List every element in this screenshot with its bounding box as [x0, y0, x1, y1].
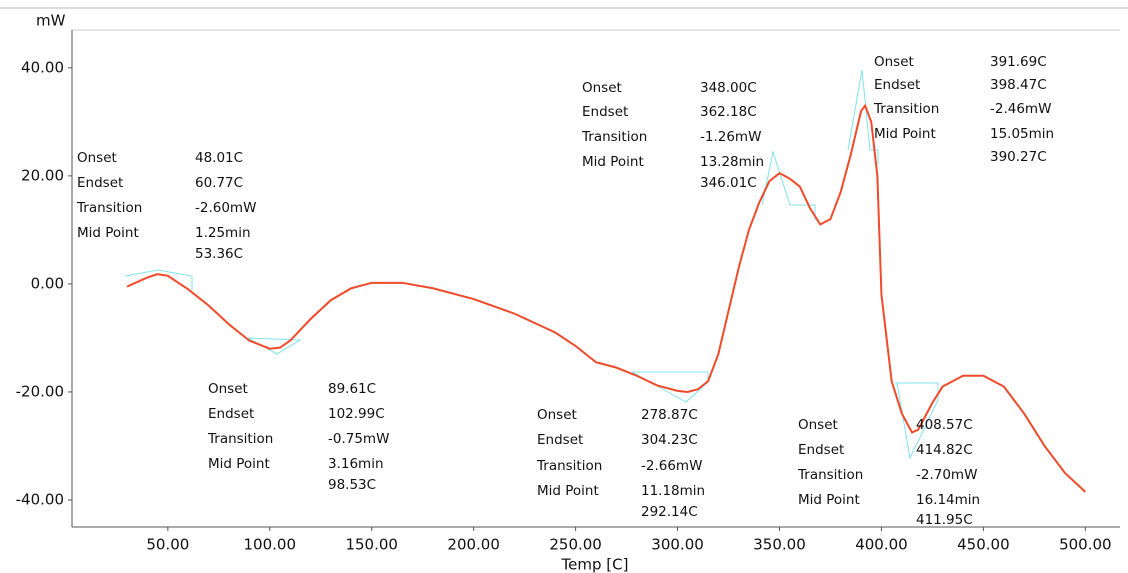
annotation-label: Endset — [208, 406, 254, 422]
annotation-extra: 98.53C — [328, 477, 376, 493]
annotation-value: 348.00C — [700, 80, 757, 96]
construction-line — [761, 150, 816, 220]
data-line — [126, 103, 1087, 493]
annotation-value: 48.01C — [195, 150, 243, 166]
annotation-value: 408.57C — [916, 417, 973, 433]
annotation-label: Endset — [537, 432, 583, 448]
annotation-label: Endset — [874, 77, 920, 93]
annotation-value: -0.75mW — [328, 431, 389, 447]
construction-line — [247, 337, 302, 355]
annotation-extra: 53.36C — [195, 246, 243, 262]
annotation-label: Endset — [798, 442, 844, 458]
x-axis-label: Temp [C] — [561, 556, 629, 573]
annotation-label: Onset — [208, 381, 248, 397]
annotation-value: 362.18C — [700, 104, 757, 120]
x-tick-label: 200.00 — [447, 536, 500, 554]
annotation-value: 13.28min — [700, 154, 764, 170]
construction-lines — [124, 69, 939, 460]
construction-line — [124, 269, 193, 290]
annotation-label: Transition — [581, 129, 647, 145]
annotation-value: -2.60mW — [195, 200, 256, 216]
annotation-value: 1.25min — [195, 225, 251, 241]
annotation-label: Onset — [798, 417, 838, 433]
annotation-label: Mid Point — [208, 456, 270, 472]
annotation-label: Endset — [77, 175, 123, 191]
x-tick-label: 150.00 — [345, 536, 398, 554]
annotation-label: Transition — [536, 458, 602, 474]
annotation-label: Mid Point — [537, 483, 599, 499]
y-tick-label: -20.00 — [16, 382, 64, 400]
annotation-label: Mid Point — [77, 225, 139, 241]
y-axis-label: mW — [36, 12, 66, 30]
annotation-extra: 292.14C — [641, 504, 698, 520]
annotation-label: Onset — [77, 150, 117, 166]
x-tick-label: 500.00 — [1059, 536, 1112, 554]
annotation-value: 3.16min — [328, 456, 384, 472]
y-tick-label: 40.00 — [21, 58, 64, 76]
y-tick-label: 0.00 — [31, 274, 64, 292]
annotation-extra: 346.01C — [700, 175, 757, 191]
annotation-value: -2.46mW — [990, 101, 1051, 117]
construction-line — [631, 371, 709, 403]
annotation-value: 398.47C — [990, 77, 1047, 93]
annotation-label: Mid Point — [582, 154, 644, 170]
x-tick-label: 300.00 — [651, 536, 704, 554]
annotation-label: Onset — [874, 54, 914, 70]
annotation-label: Transition — [873, 101, 939, 117]
annotation-extra: 411.95C — [916, 512, 973, 528]
x-tick-label: 50.00 — [146, 536, 189, 554]
annotation-value: 391.69C — [990, 54, 1047, 70]
y-tick-label: -40.00 — [16, 490, 64, 508]
x-tick-label: 250.00 — [549, 536, 602, 554]
annotation-value: 15.05min — [990, 126, 1054, 142]
annotation-label: Onset — [582, 80, 622, 96]
construction-line — [895, 382, 939, 460]
annotation-label: Mid Point — [874, 126, 936, 142]
annotation-label: Mid Point — [798, 492, 860, 508]
annotation-value: 102.99C — [328, 406, 385, 422]
y-tick-label: 20.00 — [21, 166, 64, 184]
x-tick-label: 400.00 — [855, 536, 908, 554]
annotation-value: -2.70mW — [916, 467, 977, 483]
annotation-extra: 390.27C — [990, 149, 1047, 165]
annotation-label: Onset — [537, 407, 577, 423]
annotation-label: Transition — [797, 467, 863, 483]
construction-line — [847, 69, 879, 165]
annotation-value: 414.82C — [916, 442, 973, 458]
annotation-value: 11.18min — [641, 483, 705, 499]
annotation-value: 60.77C — [195, 175, 243, 191]
annotation-value: 278.87C — [641, 407, 698, 423]
annotation-label: Endset — [582, 104, 628, 120]
annotation-value: -2.66mW — [641, 458, 702, 474]
annotation-value: 89.61C — [328, 381, 376, 397]
x-tick-label: 100.00 — [244, 536, 297, 554]
annotation-label: Transition — [207, 431, 273, 447]
x-tick-label: 350.00 — [753, 536, 806, 554]
x-tick-label: 450.00 — [957, 536, 1010, 554]
annotation-value: 16.14min — [916, 492, 980, 508]
annotation-label: Transition — [76, 200, 142, 216]
annotation-value: 304.23C — [641, 432, 698, 448]
annotation-value: -1.26mW — [700, 129, 761, 145]
